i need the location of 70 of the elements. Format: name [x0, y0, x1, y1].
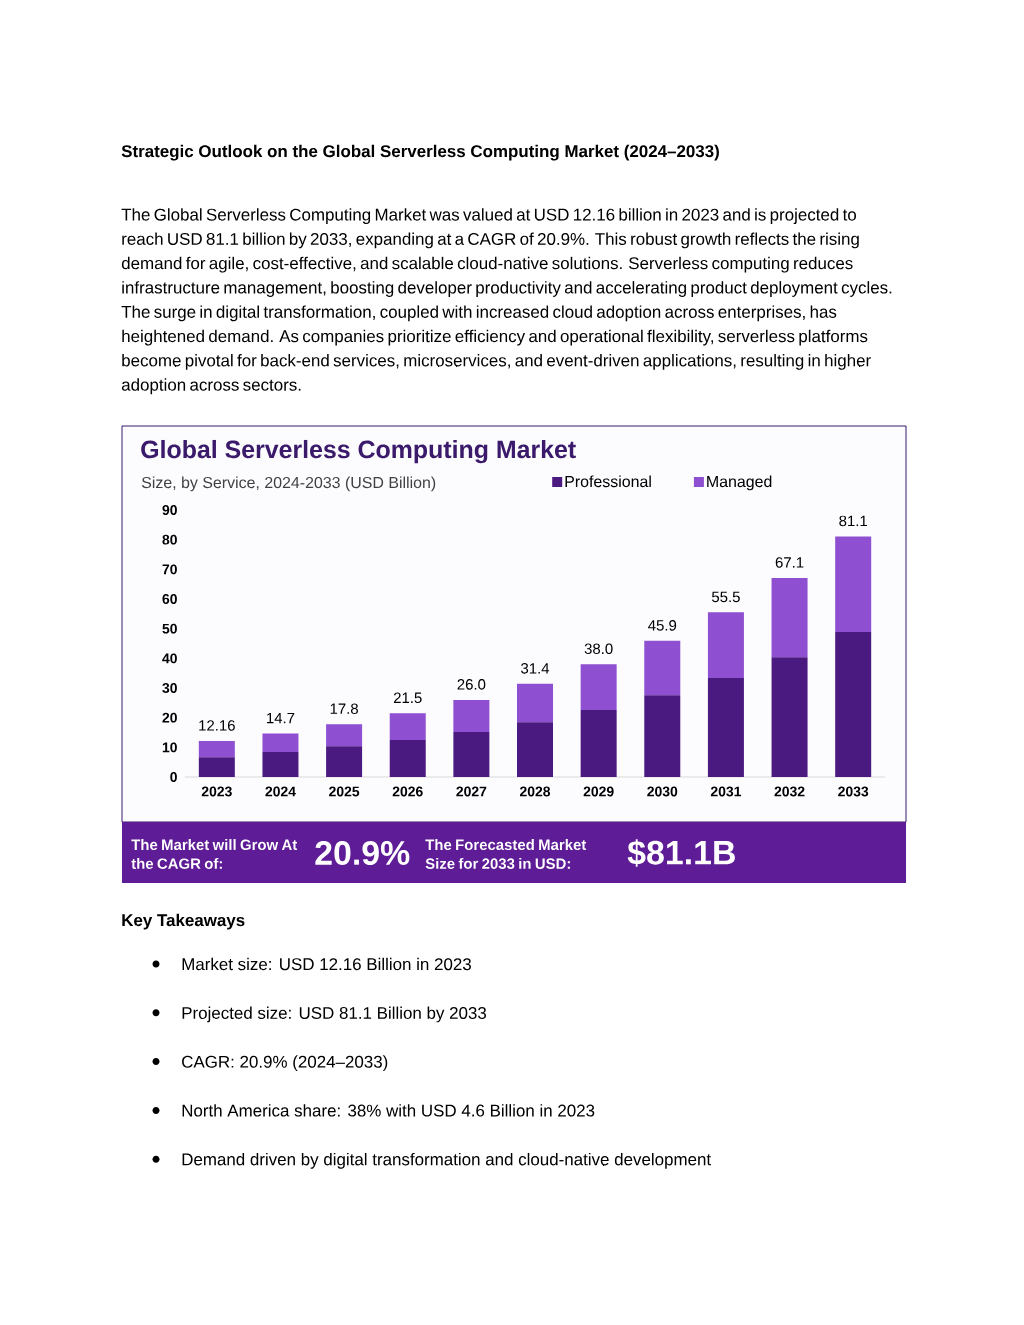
bar: [262, 733, 299, 753]
bar: [580, 664, 617, 710]
bar: [707, 612, 744, 678]
bar: [644, 695, 681, 778]
total-label: 81.1: [839, 515, 867, 527]
x-tick-label: 2031: [710, 786, 742, 797]
bar: [580, 709, 617, 778]
y-tick-label: 40: [162, 653, 177, 664]
bar: [517, 683, 554, 723]
x-tick-label: 2028: [519, 786, 551, 797]
y-tick-label: 20: [162, 712, 177, 723]
bar: [453, 731, 490, 778]
y-tick-label: 50: [162, 623, 177, 634]
x-tick-label: 2026: [392, 786, 423, 797]
bar: [389, 713, 426, 740]
total-label: 17.8: [330, 703, 358, 714]
text: Market size: USD 12.16 Billion in 2023: [182, 957, 471, 971]
text: The Forecasted Market Size for 2033 in USD:: [425, 839, 587, 869]
bar: [771, 577, 808, 658]
x-tick-label: 2027: [456, 786, 487, 797]
total-label: 31.4: [521, 663, 550, 674]
bar: [389, 739, 426, 778]
total-label: 55.5: [711, 591, 740, 603]
bar: [835, 631, 872, 778]
y-tick-label: 70: [162, 564, 177, 575]
total-label: 14.7: [267, 712, 295, 724]
bar: [644, 640, 681, 696]
text: 20.9%: [315, 841, 410, 865]
y-tick-label: 10: [162, 742, 177, 753]
y-tick-label: 90: [162, 505, 177, 515]
text: The Global Serverless Computing Market was valued at USD 12.16 billion in 2023 and is projected to reach USD 81.1 billion by 2033, expanding at a CAGR of 20.9%. This robust growth reflects the rising demand for agile, cost-effective, and scalable cloud-native solutions. Serverless computing reduces infrastructure management, boosting developer productivity and accelerating product deployment cycles. The surge in digital transformation, coupled with increased cloud adoption across enterprises, has heightened demand. As companies prioritize efficiency and operational flexibility, serverless platforms become pivotal for back-end services, microservices, and event-driven applications, resulting in higher adoption across sectors.: [121, 208, 892, 395]
total-label: 21.5: [393, 692, 422, 704]
total-label: 38.0: [584, 643, 613, 655]
text: Demand driven by digital transformation and cloud-native development: [182, 1152, 711, 1169]
text: $81.1B: [627, 839, 735, 867]
x-tick-label: 2032: [774, 786, 805, 797]
bar: [517, 722, 554, 778]
text: The Market will Grow At the CAGR of:: [131, 839, 298, 869]
bar: [453, 699, 490, 732]
y-tick-label: 60: [162, 594, 177, 604]
legend-label: Professional: [565, 475, 651, 488]
x-tick-label: 2033: [838, 786, 869, 797]
bar: [262, 752, 299, 778]
bar: [326, 724, 363, 747]
x-tick-label: 2030: [647, 786, 678, 797]
y-tick-label: 80: [162, 534, 177, 545]
bar: [771, 657, 808, 778]
text: North America share: 38% with USD 4.6 Billion in 2023: [182, 1104, 595, 1117]
total-label: 26.0: [457, 679, 486, 690]
total-label: 67.1: [775, 557, 804, 568]
total-label: 12.16: [199, 720, 235, 731]
bar: [707, 677, 744, 778]
text: Key Takeaways: [122, 913, 245, 930]
y-tick-label: 0: [170, 772, 177, 782]
text: CAGR: 20.9% (2024–2033): [182, 1055, 388, 1072]
y-tick-label: 30: [162, 683, 177, 693]
bar: [835, 536, 872, 632]
x-tick-label: 2029: [583, 786, 614, 797]
x-tick-label: 2024: [265, 786, 296, 797]
bar: [198, 757, 235, 778]
text: Projected size: USD 81.1 Billion by 2033: [182, 1006, 487, 1023]
chart-title: Global Serverless Computing Market: [141, 439, 576, 464]
x-tick-label: 2025: [329, 786, 360, 797]
chart-subtitle: Size, by Service, 2024-2033 (USD Billion): [141, 476, 436, 492]
x-tick-label: 2023: [201, 786, 232, 797]
legend-label: Managed: [707, 475, 772, 491]
bar: [326, 746, 363, 778]
text: Strategic Outlook on the Global Serverless Computing Market (2024–2033): [121, 144, 719, 161]
bar: [198, 740, 235, 758]
total-label: 45.9: [648, 620, 677, 631]
